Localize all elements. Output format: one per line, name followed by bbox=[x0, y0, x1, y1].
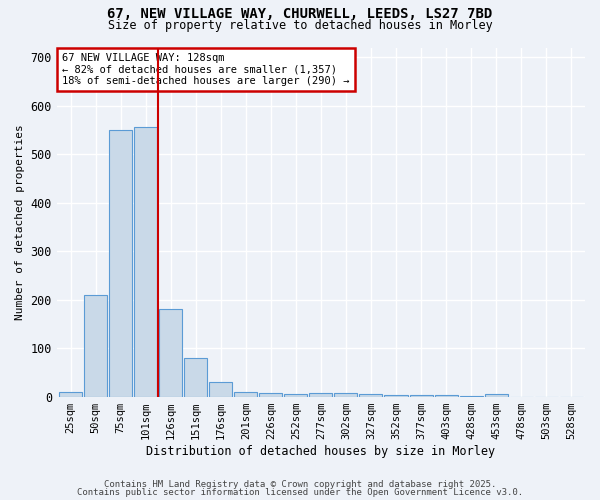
Bar bbox=[184, 358, 207, 397]
Bar bbox=[485, 394, 508, 396]
Bar bbox=[134, 128, 157, 396]
Bar bbox=[385, 395, 407, 396]
Bar bbox=[84, 295, 107, 396]
Bar bbox=[259, 392, 283, 396]
Bar bbox=[310, 392, 332, 396]
Text: 67 NEW VILLAGE WAY: 128sqm
← 82% of detached houses are smaller (1,357)
18% of s: 67 NEW VILLAGE WAY: 128sqm ← 82% of deta… bbox=[62, 52, 350, 86]
Bar bbox=[284, 394, 307, 396]
Bar bbox=[209, 382, 232, 396]
Bar bbox=[109, 130, 132, 396]
Bar bbox=[59, 392, 82, 396]
Bar bbox=[234, 392, 257, 396]
Bar bbox=[410, 395, 433, 396]
Bar bbox=[359, 394, 382, 396]
Bar bbox=[334, 392, 358, 396]
Bar bbox=[159, 310, 182, 396]
Text: 67, NEW VILLAGE WAY, CHURWELL, LEEDS, LS27 7BD: 67, NEW VILLAGE WAY, CHURWELL, LEEDS, LS… bbox=[107, 8, 493, 22]
Y-axis label: Number of detached properties: Number of detached properties bbox=[15, 124, 25, 320]
Text: Contains HM Land Registry data © Crown copyright and database right 2025.: Contains HM Land Registry data © Crown c… bbox=[104, 480, 496, 489]
Text: Contains public sector information licensed under the Open Government Licence v3: Contains public sector information licen… bbox=[77, 488, 523, 497]
X-axis label: Distribution of detached houses by size in Morley: Distribution of detached houses by size … bbox=[146, 444, 496, 458]
Text: Size of property relative to detached houses in Morley: Size of property relative to detached ho… bbox=[107, 19, 493, 32]
Bar bbox=[434, 395, 458, 396]
